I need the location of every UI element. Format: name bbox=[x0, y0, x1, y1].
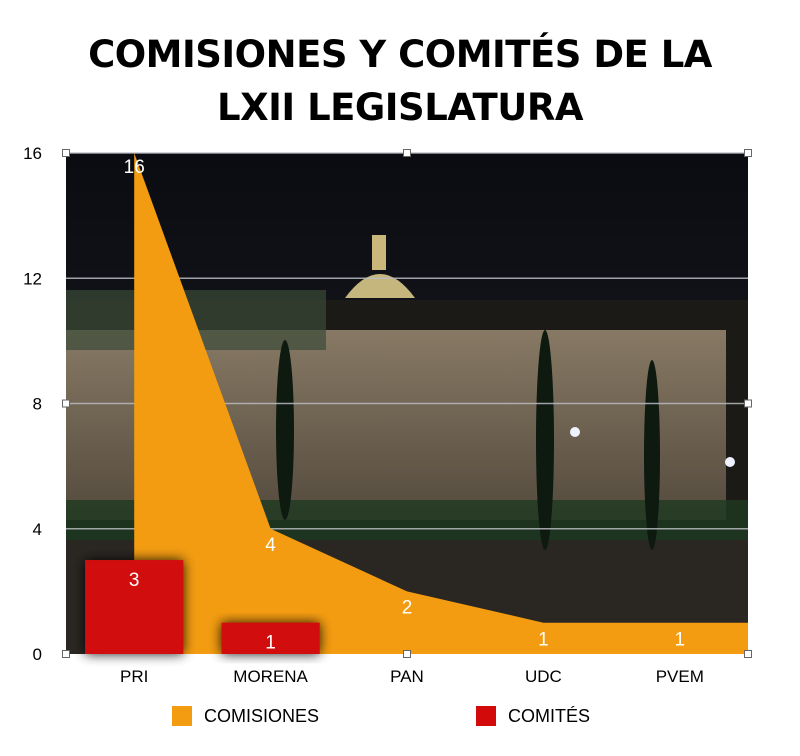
selection-handle bbox=[62, 399, 70, 408]
selection-handle bbox=[62, 650, 70, 658]
comites-bar-pri bbox=[85, 560, 184, 654]
legend-label-comisiones: COMISIONES bbox=[204, 705, 320, 726]
y-tick-4: 4 bbox=[33, 520, 42, 539]
y-tick-12: 12 bbox=[23, 269, 42, 288]
y-tick-8: 8 bbox=[33, 395, 42, 414]
legend-item-comites: COMITÉS bbox=[476, 704, 590, 728]
y-tick-0: 0 bbox=[33, 645, 42, 664]
x-tick-udc: UDC bbox=[525, 667, 562, 686]
comisiones-label-pvem: 1 bbox=[675, 630, 686, 651]
chart-title-line-1: COMISIONES Y COMITÉS DE LA bbox=[88, 33, 712, 76]
selection-handle bbox=[403, 149, 411, 157]
selection-handle bbox=[744, 650, 752, 658]
comites-label-pri: 3 bbox=[129, 570, 140, 591]
chart-title: COMISIONES Y COMITÉS DE LA LXII LEGISLAT… bbox=[0, 28, 800, 134]
selection-handle bbox=[744, 149, 752, 157]
comisiones-label-udc: 1 bbox=[538, 630, 549, 651]
comisiones-label-pan: 2 bbox=[402, 597, 413, 618]
comites-label-morena: 1 bbox=[265, 633, 276, 654]
comites-series bbox=[85, 560, 320, 654]
selection-handle bbox=[62, 149, 70, 157]
comisiones-series bbox=[134, 153, 748, 654]
x-axis: PRI MORENA PAN UDC PVEM bbox=[120, 667, 704, 686]
comisiones-area bbox=[134, 153, 748, 654]
selection-handles bbox=[62, 149, 752, 658]
data-labels: 16 4 2 1 1 3 1 bbox=[124, 157, 685, 654]
selection-handle bbox=[744, 399, 752, 408]
legend-label-comites: COMITÉS bbox=[508, 705, 591, 726]
x-tick-pri: PRI bbox=[120, 667, 148, 686]
legend-swatch-comites bbox=[476, 706, 496, 726]
comisiones-label-morena: 4 bbox=[265, 535, 276, 556]
chart: 16 4 2 1 1 3 1 0 4 8 12 16 PRI MORENA PAN UDC PVEM bbox=[23, 144, 752, 686]
legend-item-comisiones: COMISIONES bbox=[172, 704, 319, 728]
comites-bar-morena bbox=[221, 622, 320, 654]
x-tick-morena: MORENA bbox=[233, 667, 308, 686]
x-tick-pan: PAN bbox=[390, 667, 424, 686]
chart-title-line-2: LXII LEGISLATURA bbox=[217, 86, 583, 129]
x-tick-pvem: PVEM bbox=[656, 667, 704, 686]
selection-handle bbox=[403, 650, 411, 658]
comisiones-label-pri: 16 bbox=[124, 157, 145, 178]
y-axis: 0 4 8 12 16 bbox=[23, 144, 42, 664]
y-tick-16: 16 bbox=[23, 144, 42, 163]
legend-swatch-comisiones bbox=[172, 706, 192, 726]
